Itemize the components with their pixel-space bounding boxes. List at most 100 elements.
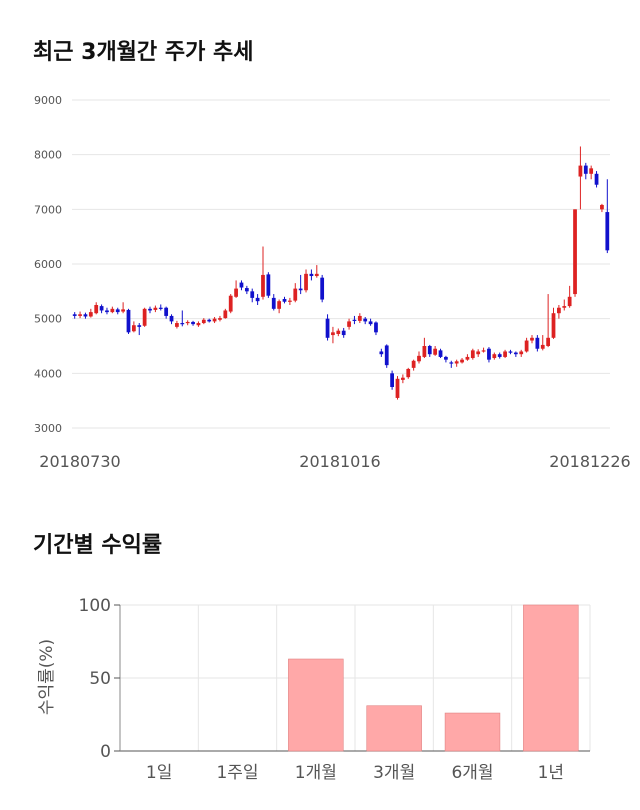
- candle: [411, 359, 416, 371]
- candle: [250, 288, 255, 303]
- candle: [88, 308, 93, 318]
- returns-title: 기간별 수익률: [33, 533, 163, 558]
- candle: [605, 179, 610, 254]
- candle-y-ticks: 3000 4000 5000 6000 7000 8000 9000: [34, 94, 62, 435]
- candle: [557, 305, 561, 319]
- returns-y-tick-label: 50: [89, 669, 111, 689]
- candle: [137, 323, 142, 336]
- candle: [470, 348, 475, 360]
- candle: [567, 285, 572, 308]
- candle: [309, 269, 314, 281]
- candle: [185, 320, 190, 326]
- candle: [444, 355, 448, 363]
- candle-x-ticks: 20180730 20181016 20181226: [39, 452, 630, 471]
- candle: [379, 348, 384, 357]
- candle: [363, 317, 368, 325]
- candle: [422, 337, 427, 359]
- candle: [126, 308, 131, 334]
- candle: [212, 317, 217, 324]
- candle: [460, 358, 464, 364]
- candle-y-tick-label: 6000: [34, 258, 62, 271]
- candle: [110, 306, 115, 314]
- candle: [600, 203, 604, 213]
- candle: [368, 318, 373, 326]
- candle: [153, 305, 158, 313]
- candle: [578, 146, 583, 210]
- candle: [476, 349, 481, 357]
- candle: [244, 285, 249, 295]
- candle: [266, 272, 271, 298]
- candle-y-tick-label: 5000: [34, 313, 62, 326]
- candle: [336, 328, 341, 337]
- candle: [320, 274, 325, 303]
- candle: [164, 306, 169, 319]
- returns-bar: [523, 604, 579, 752]
- candle: [261, 246, 265, 300]
- candle: [562, 299, 567, 311]
- candle: [503, 349, 507, 359]
- candle: [449, 360, 454, 368]
- candle: [465, 354, 470, 361]
- candle: [304, 269, 308, 293]
- candle: [406, 367, 411, 379]
- candle: [524, 337, 529, 353]
- candle-x-tick-label: 20181226: [549, 452, 630, 471]
- candle: [83, 312, 88, 319]
- candle: [454, 359, 459, 367]
- candle: [191, 320, 195, 326]
- returns-x-ticks: 1일 1주일 1개월 3개월 6개월 1년: [146, 763, 564, 783]
- candle: [169, 314, 174, 325]
- candle-y-tick-label: 9000: [34, 94, 62, 107]
- candle: [201, 318, 206, 325]
- returns-x-tick-label: 1주일: [216, 763, 258, 783]
- candle: [594, 171, 599, 188]
- returns-x-tick-label: 6개월: [451, 763, 493, 783]
- candle: [384, 344, 389, 368]
- returns-x-tick-label: 1일: [146, 763, 172, 783]
- candle: [180, 310, 185, 327]
- candle: [293, 283, 298, 303]
- candle: [207, 318, 212, 323]
- candle: [72, 312, 77, 319]
- candle: [481, 347, 486, 353]
- candle: [417, 351, 421, 364]
- candle: [374, 321, 378, 336]
- candle-y-tick-label: 4000: [34, 367, 62, 380]
- returns-bar: [288, 658, 344, 752]
- candle: [400, 374, 405, 384]
- candle: [492, 352, 497, 360]
- candle-y-tick-label: 3000: [34, 422, 62, 435]
- candle: [271, 294, 276, 311]
- candle-x-tick-label: 20181016: [299, 452, 380, 471]
- candle: [357, 313, 362, 324]
- returns-bar: [366, 705, 422, 752]
- candle: [121, 302, 125, 314]
- candle: [546, 294, 551, 348]
- candle: [175, 320, 179, 329]
- candle: [573, 209, 577, 297]
- candle: [427, 344, 432, 357]
- candle: [390, 370, 394, 390]
- returns-y-tick-label: 0: [100, 742, 111, 762]
- candle: [105, 307, 109, 315]
- candle: [497, 352, 502, 359]
- returns-bar: [444, 712, 501, 752]
- returns-x-tick-label: 1년: [538, 763, 564, 783]
- candle-y-tick-label: 7000: [34, 203, 62, 216]
- candle: [438, 348, 443, 359]
- candle: [487, 347, 491, 363]
- candle: [352, 315, 357, 325]
- candle: [395, 376, 400, 400]
- candle: [513, 351, 518, 357]
- candle: [298, 274, 303, 295]
- returns-x-tick-label: 3개월: [373, 763, 415, 783]
- candle: [223, 308, 228, 319]
- candle: [78, 311, 82, 319]
- candle: [158, 304, 163, 311]
- candle-y-tick-label: 8000: [34, 149, 62, 162]
- candle: [218, 315, 222, 322]
- returns-y-tick-label: 100: [79, 596, 111, 616]
- candle: [131, 321, 136, 333]
- candle: [115, 307, 120, 315]
